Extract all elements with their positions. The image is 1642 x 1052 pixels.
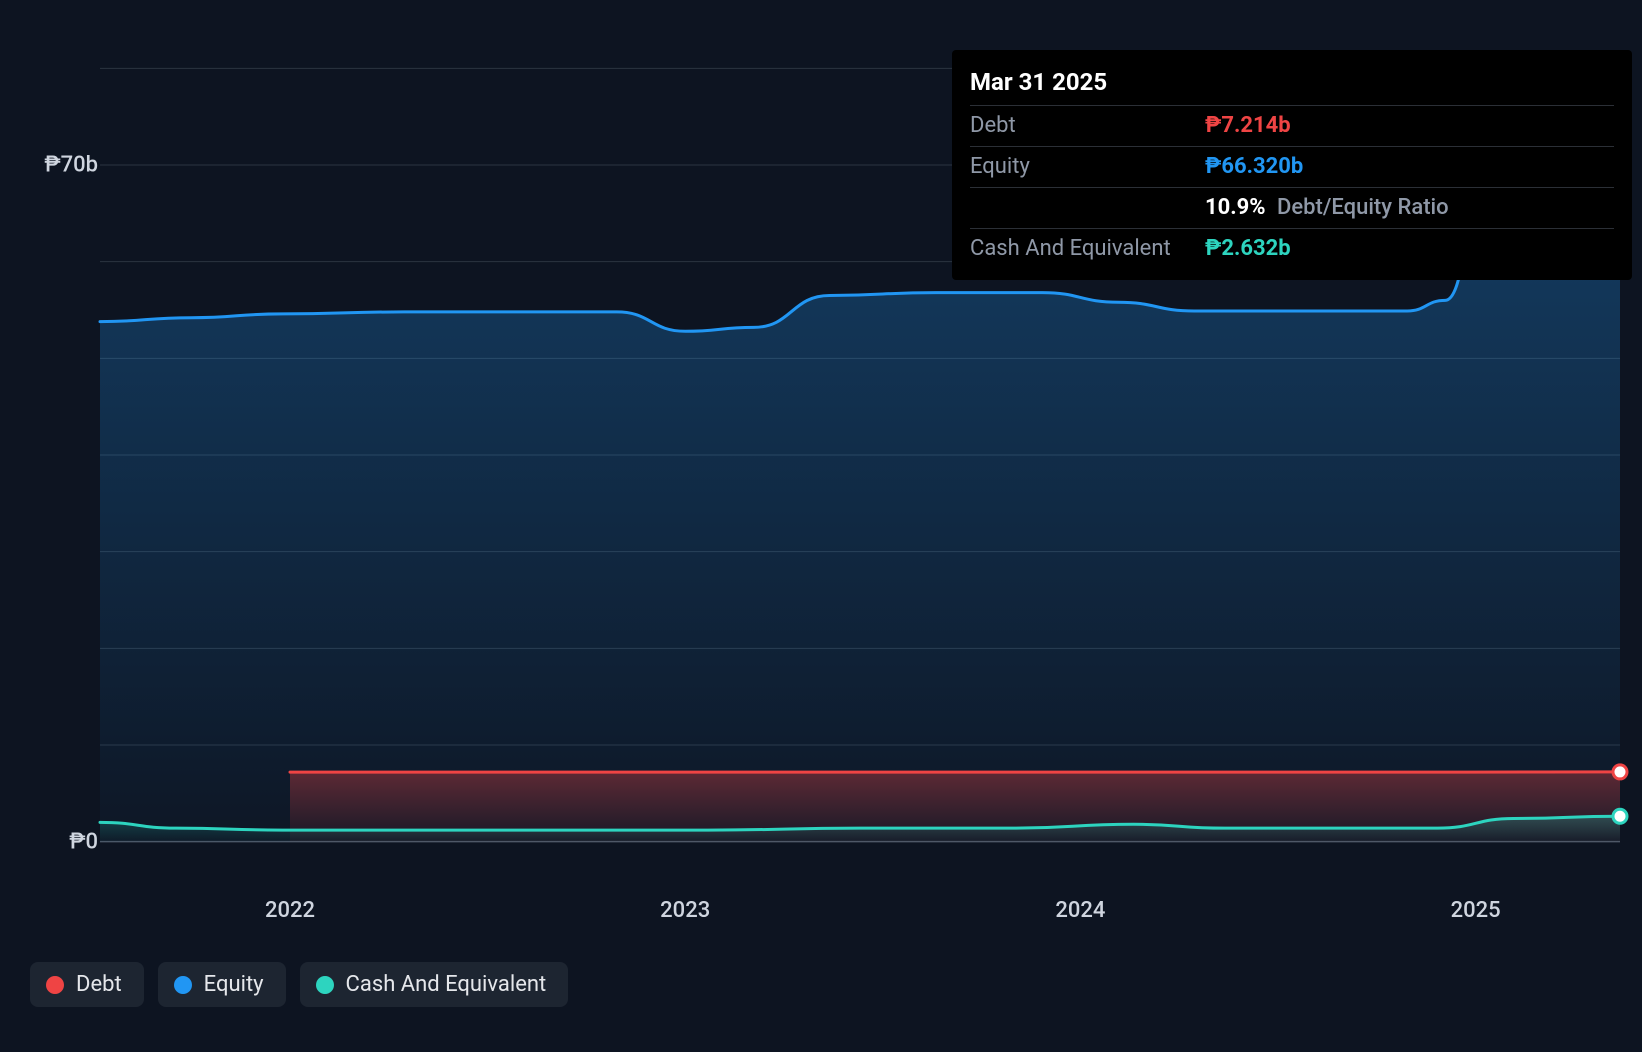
tooltip-row-value: ₱2.632b (1205, 232, 1291, 266)
tooltip-row-value: ₱7.214b (1205, 109, 1291, 143)
tooltip-row-label: Cash And Equivalent (970, 232, 1205, 266)
x-axis-tick: 2024 (1055, 898, 1105, 923)
tooltip-row-suffix: Debt/Equity Ratio (1272, 195, 1449, 220)
legend-item-label: Equity (204, 972, 264, 997)
x-axis-tick: 2023 (660, 898, 710, 923)
y-axis-tick-70: ₱70b (44, 153, 98, 178)
tooltip: Mar 31 2025 Debt₱7.214bEquity₱66.320b10.… (952, 50, 1632, 280)
legend-item-equity[interactable]: Equity (158, 962, 286, 1007)
tooltip-row-label (970, 191, 1205, 225)
x-axis-tick: 2022 (265, 898, 315, 923)
x-axis-tick: 2025 (1451, 898, 1501, 923)
legend-item-cash-and-equivalent[interactable]: Cash And Equivalent (300, 962, 569, 1007)
y-axis-tick-0: ₱0 (69, 829, 98, 854)
legend-dot-icon (316, 976, 334, 994)
tooltip-row-value: ₱66.320b (1205, 150, 1303, 184)
tooltip-row: Equity₱66.320b (970, 146, 1614, 187)
legend-dot-icon (46, 976, 64, 994)
legend-item-label: Debt (76, 972, 122, 997)
tooltip-row-label: Equity (970, 150, 1205, 184)
tooltip-row: 10.9% Debt/Equity Ratio (970, 187, 1614, 228)
tooltip-row-value: 10.9% Debt/Equity Ratio (1205, 191, 1449, 225)
legend-item-debt[interactable]: Debt (30, 962, 144, 1007)
legend: Debt Equity Cash And Equivalent (30, 962, 568, 1007)
tooltip-title: Mar 31 2025 (970, 64, 1614, 101)
tooltip-row-label: Debt (970, 109, 1205, 143)
legend-item-label: Cash And Equivalent (346, 972, 547, 997)
tooltip-row: Cash And Equivalent₱2.632b (970, 228, 1614, 269)
tooltip-row: Debt₱7.214b (970, 105, 1614, 146)
chart-container: ₱70b ₱0 2022202320242025 Mar 31 2025 Deb… (30, 20, 1620, 890)
legend-dot-icon (174, 976, 192, 994)
